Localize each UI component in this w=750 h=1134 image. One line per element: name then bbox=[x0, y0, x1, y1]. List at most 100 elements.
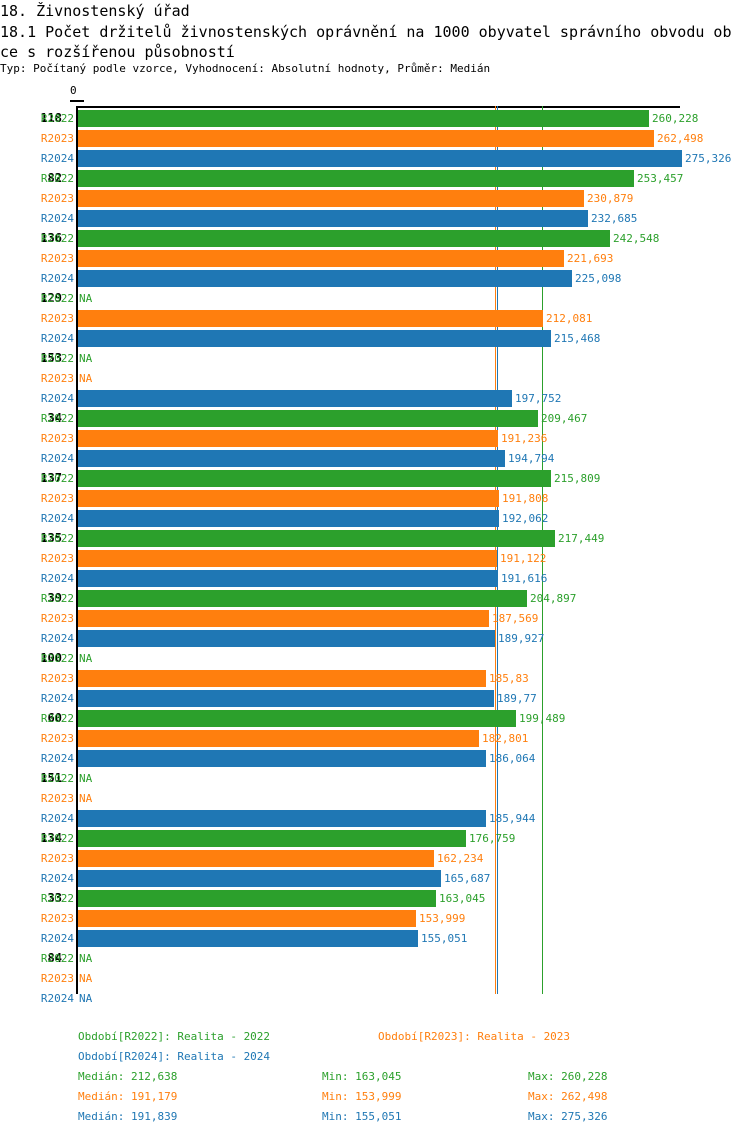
bar-r2024 bbox=[78, 690, 494, 707]
bar-value-label: 165,687 bbox=[444, 872, 491, 885]
group-label: 39 bbox=[47, 591, 62, 605]
bar-na-marker: NA bbox=[79, 952, 93, 965]
bar-r2023 bbox=[78, 850, 434, 867]
series-label-r2022: R2022 bbox=[40, 472, 74, 485]
group-label: 129 bbox=[40, 291, 62, 305]
bar-na-marker: NA bbox=[79, 372, 93, 385]
legend-stat-min: Min: 163,045 bbox=[322, 1070, 402, 1083]
chart-subtitle: Typ: Počítaný podle vzorce, Vyhodnocení:… bbox=[0, 62, 491, 75]
series-label-r2022: R2022 bbox=[40, 232, 74, 245]
bar-value-label: 189,77 bbox=[497, 692, 537, 705]
bar-value-label: 186,064 bbox=[489, 752, 536, 765]
series-label-r2023: R2023 bbox=[40, 312, 74, 325]
group-label: 137 bbox=[40, 471, 62, 485]
series-label-r2022: R2022 bbox=[40, 112, 74, 125]
bar-r2023 bbox=[78, 610, 489, 627]
series-label-r2024: R2024 bbox=[40, 332, 74, 345]
series-label-r2022: R2022 bbox=[40, 592, 74, 605]
group-label: 82 bbox=[47, 171, 62, 185]
bar-r2024 bbox=[78, 750, 486, 767]
bar-value-label: 182,801 bbox=[482, 732, 529, 745]
series-label-r2022: R2022 bbox=[40, 892, 74, 905]
series-label-r2023: R2023 bbox=[40, 492, 74, 505]
series-label-r2024: R2024 bbox=[40, 212, 74, 225]
bar-r2023 bbox=[78, 670, 486, 687]
bar-value-label: 199,489 bbox=[519, 712, 566, 725]
legend-stat-median: Medián: 191,839 bbox=[78, 1110, 178, 1123]
bar-value-label: 191,616 bbox=[501, 572, 548, 585]
series-label-r2024: R2024 bbox=[40, 392, 74, 405]
group-label: 134 bbox=[40, 831, 62, 845]
legend-entry-r2023: Období[R2023]: Realita - 2023 bbox=[378, 1030, 571, 1043]
legend-stat-max: Max: 260,228 bbox=[528, 1070, 608, 1083]
bar-value-label: 162,234 bbox=[437, 852, 484, 865]
series-label-r2023: R2023 bbox=[40, 852, 74, 865]
bar-r2022 bbox=[78, 890, 436, 907]
bar-r2024 bbox=[78, 870, 441, 887]
series-label-r2022: R2022 bbox=[40, 832, 74, 845]
chart-legend: Období[R2022]: Realita - 2022 Období[R202… bbox=[0, 1026, 750, 1134]
series-label-r2024: R2024 bbox=[40, 452, 74, 465]
bar-r2024 bbox=[78, 450, 505, 467]
group-label: 34 bbox=[47, 411, 62, 425]
series-label-r2023: R2023 bbox=[40, 612, 74, 625]
bar-r2022 bbox=[78, 230, 610, 247]
bar-value-label: 242,548 bbox=[613, 232, 660, 245]
bar-na-marker: NA bbox=[79, 792, 93, 805]
bar-value-label: 217,449 bbox=[558, 532, 605, 545]
bar-r2023 bbox=[78, 730, 479, 747]
bar-na-marker: NA bbox=[79, 972, 93, 985]
legend-entry-r2022: Období[R2022]: Realita - 2022 bbox=[78, 1030, 271, 1043]
series-label-r2024: R2024 bbox=[40, 812, 74, 825]
bar-value-label: 185,944 bbox=[489, 812, 536, 825]
group-label: 33 bbox=[47, 891, 62, 905]
bar-value-label: 187,569 bbox=[492, 612, 539, 625]
bar-r2022 bbox=[78, 830, 466, 847]
bar-value-label: 192,062 bbox=[502, 512, 549, 525]
bar-r2022 bbox=[78, 170, 634, 187]
legend-stat-median: Medián: 191,179 bbox=[78, 1090, 178, 1103]
series-label-r2024: R2024 bbox=[40, 272, 74, 285]
bar-na-marker: NA bbox=[79, 652, 93, 665]
series-label-r2023: R2023 bbox=[40, 252, 74, 265]
series-label-r2023: R2023 bbox=[40, 192, 74, 205]
bar-r2024 bbox=[78, 330, 551, 347]
bar-na-marker: NA bbox=[79, 772, 93, 785]
bar-value-label: 262,498 bbox=[657, 132, 704, 145]
bar-value-label: 221,693 bbox=[567, 252, 614, 265]
series-label-r2024: R2024 bbox=[40, 992, 74, 1005]
series-label-r2023: R2023 bbox=[40, 372, 74, 385]
series-label-r2024: R2024 bbox=[40, 752, 74, 765]
series-label-r2022: R2022 bbox=[40, 712, 74, 725]
bar-value-label: 204,897 bbox=[530, 592, 577, 605]
bar-value-label: 225,098 bbox=[575, 272, 622, 285]
series-label-r2023: R2023 bbox=[40, 912, 74, 925]
bar-value-label: 191,122 bbox=[500, 552, 547, 565]
bar-r2022 bbox=[78, 110, 649, 127]
group-label: 60 bbox=[47, 711, 62, 725]
x-axis-zero-label: 0 bbox=[70, 84, 77, 97]
series-label-r2024: R2024 bbox=[40, 152, 74, 165]
bar-value-label: 153,999 bbox=[419, 912, 466, 925]
bar-r2024 bbox=[78, 810, 486, 827]
bar-r2024 bbox=[78, 510, 499, 527]
bar-value-label: 215,468 bbox=[554, 332, 601, 345]
bar-value-label: 185,83 bbox=[489, 672, 529, 685]
bar-value-label: 163,045 bbox=[439, 892, 486, 905]
bar-r2022 bbox=[78, 470, 551, 487]
series-label-r2023: R2023 bbox=[40, 432, 74, 445]
bar-r2022 bbox=[78, 590, 527, 607]
bar-r2023 bbox=[78, 550, 497, 567]
bar-r2023 bbox=[78, 310, 543, 327]
bar-value-label: 232,685 bbox=[591, 212, 638, 225]
bar-r2024 bbox=[78, 630, 495, 647]
series-label-r2022: R2022 bbox=[40, 652, 74, 665]
bar-r2022 bbox=[78, 530, 555, 547]
bar-r2024 bbox=[78, 570, 498, 587]
series-label-r2023: R2023 bbox=[40, 792, 74, 805]
group-label: 151 bbox=[40, 771, 62, 785]
legend-stat-min: Min: 153,999 bbox=[322, 1090, 402, 1103]
series-label-r2022: R2022 bbox=[40, 352, 74, 365]
bar-r2024 bbox=[78, 270, 572, 287]
bar-r2023 bbox=[78, 250, 564, 267]
